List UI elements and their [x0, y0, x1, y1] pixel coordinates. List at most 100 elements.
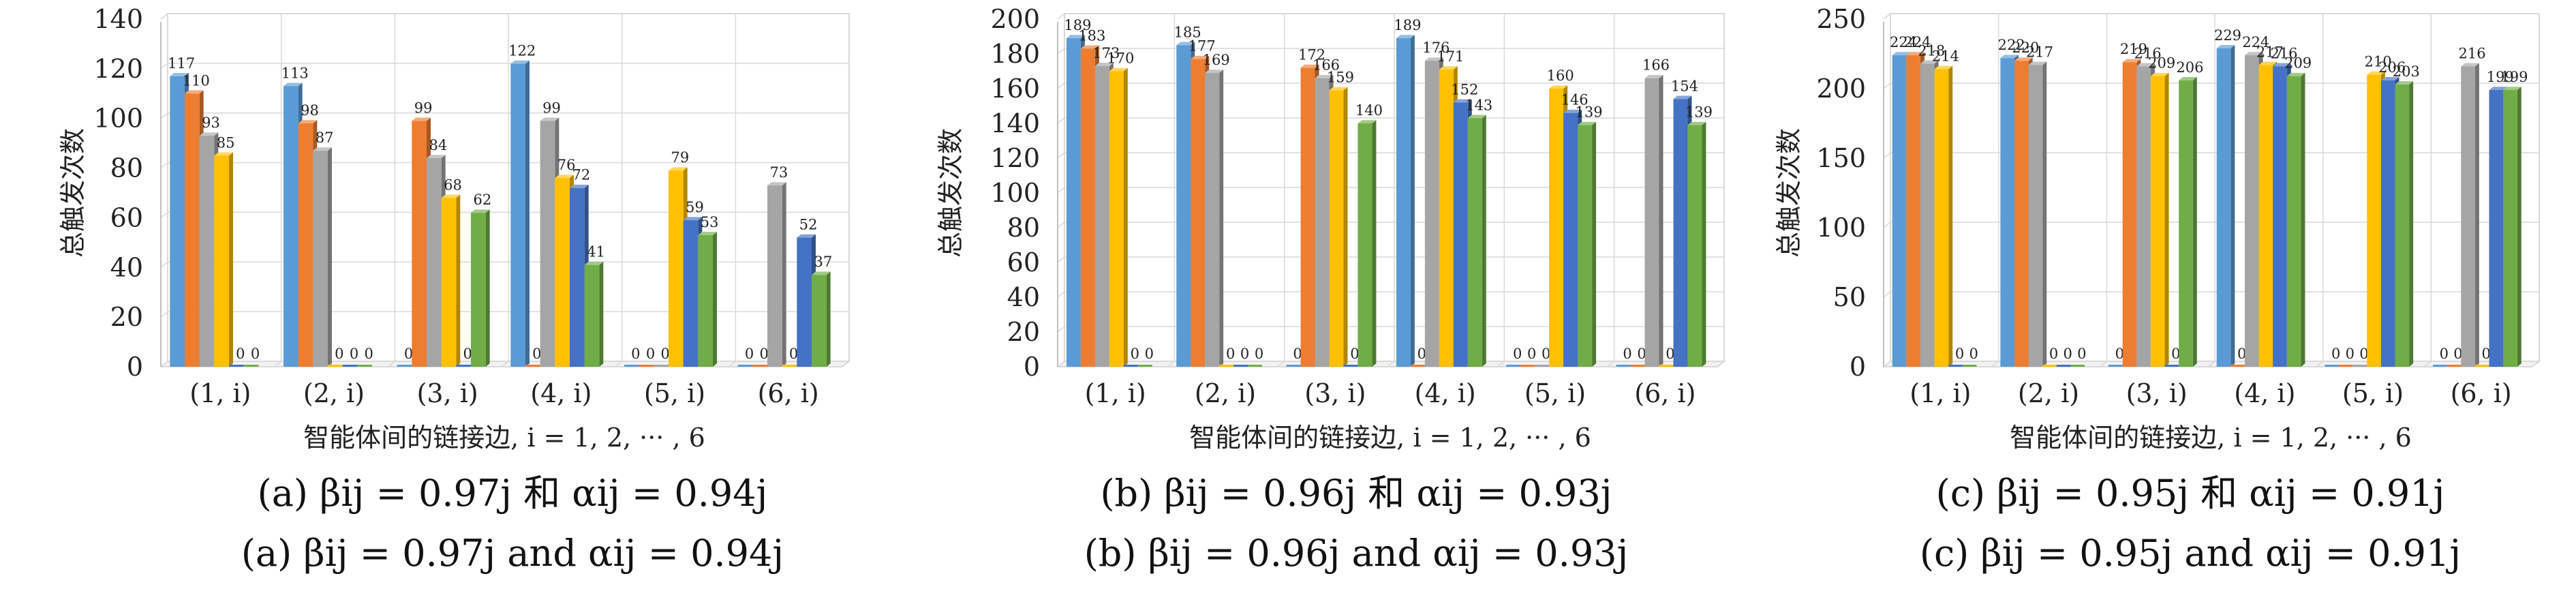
bar [2179, 80, 2193, 367]
data-label: 0 [2440, 346, 2449, 362]
data-label: 0 [789, 346, 798, 362]
bar [782, 365, 797, 367]
bar [1358, 123, 1373, 367]
bar [1191, 59, 1206, 367]
data-label: 189 [1064, 17, 1091, 33]
y-tick-label: 100 [990, 178, 1040, 208]
bar-side [1343, 87, 1348, 367]
bar [624, 365, 639, 367]
x-tick-label: (6, i) [1634, 378, 1696, 408]
y-tick-label: 180 [990, 39, 1040, 69]
grid-slant-7 [160, 13, 168, 20]
x-tick-label: (6, i) [2451, 378, 2512, 408]
bar [1109, 71, 1124, 367]
bar [2338, 365, 2353, 367]
bar [1673, 99, 1688, 367]
grid-slant-0 [1883, 361, 1891, 367]
x-tick-label: (2, i) [2018, 378, 2079, 408]
bar [1329, 90, 1344, 367]
y-tick-label: 200 [1816, 74, 1866, 104]
grid-slant-7 [1057, 117, 1065, 124]
data-label: 224 [2242, 34, 2269, 50]
bar-top [1892, 52, 1911, 56]
data-label: 122 [508, 43, 536, 59]
category-divider-floor [2316, 361, 2324, 367]
x-tick-label: (4, i) [530, 378, 592, 408]
bar-side [713, 232, 717, 367]
bar [683, 220, 699, 367]
x-axis-label: 智能体间的链接边, i = 1, 2, ··· , 6 [1189, 423, 1591, 453]
bar [283, 86, 298, 367]
x-axis-label: 智能体间的链接边, i = 1, 2, ··· , 6 [2010, 423, 2412, 453]
bar [1920, 63, 1935, 367]
bar [1094, 65, 1109, 367]
y-tick-label: 80 [1007, 213, 1040, 243]
bar-top [1439, 66, 1458, 70]
data-label: 68 [444, 177, 462, 193]
bar [2216, 48, 2231, 367]
bar-top [698, 232, 717, 235]
data-label: 0 [1623, 346, 1631, 362]
bar-top [1563, 109, 1582, 113]
bar-side [525, 60, 530, 367]
bar [2244, 55, 2259, 367]
bar [1300, 67, 1315, 367]
bar [456, 365, 471, 367]
bar-top [2136, 63, 2155, 67]
data-label: 0 [1350, 346, 1359, 362]
bar-top [412, 117, 431, 121]
bar [2352, 365, 2367, 367]
data-label: 0 [1527, 346, 1536, 362]
data-label: 209 [2284, 55, 2312, 72]
y-tick-label: 20 [1007, 317, 1040, 347]
bar-top [1066, 35, 1085, 39]
data-label: 154 [1671, 78, 1698, 94]
data-label: 203 [2393, 63, 2420, 80]
bar [654, 365, 669, 367]
bar-top [298, 120, 318, 123]
data-label: 199 [2500, 69, 2528, 85]
data-label: 217 [2026, 44, 2053, 60]
data-label: 224 [1890, 34, 1917, 50]
data-label: 0 [1637, 346, 1646, 362]
caption-english: (a) βij = 0.97j and αij = 0.94j [241, 532, 784, 575]
y-tick-label: 50 [1833, 282, 1866, 312]
bar [1467, 118, 1482, 367]
bar-side [2409, 81, 2414, 367]
bar [199, 136, 215, 367]
bar-top [669, 167, 688, 171]
bar [1123, 365, 1138, 367]
bar-side [1123, 67, 1128, 367]
grid-slant-0 [160, 361, 168, 367]
bar-top [2286, 72, 2305, 76]
bar-top [2150, 72, 2169, 76]
x-tick-label: (6, i) [758, 378, 819, 408]
bar [243, 365, 259, 367]
bar [1948, 365, 1963, 367]
bar [1439, 69, 1454, 367]
data-label: 0 [2171, 346, 2180, 362]
bar-top [2395, 81, 2414, 85]
bar [525, 365, 540, 367]
bar-side [2474, 63, 2479, 367]
bar-top [1687, 121, 1706, 125]
data-label: 110 [183, 72, 210, 89]
data-label: 0 [2237, 346, 2246, 362]
y-tick-label: 60 [1007, 247, 1040, 277]
data-label: 224 [1904, 34, 1931, 50]
data-label: 160 [1547, 67, 1574, 84]
bar-side [782, 182, 786, 367]
bar [2056, 365, 2071, 367]
y-tick-label: 80 [110, 153, 143, 183]
data-label: 0 [745, 346, 754, 362]
bar [1396, 38, 1411, 367]
y-tick-label: 120 [93, 54, 143, 84]
bar-side [1592, 121, 1597, 367]
y-tick-label: 100 [93, 104, 143, 134]
data-label: 37 [814, 254, 832, 270]
bar-top [2179, 76, 2197, 80]
bar [1176, 45, 1191, 367]
data-label: 52 [799, 217, 818, 233]
bar-top [170, 72, 189, 76]
bar [2014, 61, 2029, 367]
